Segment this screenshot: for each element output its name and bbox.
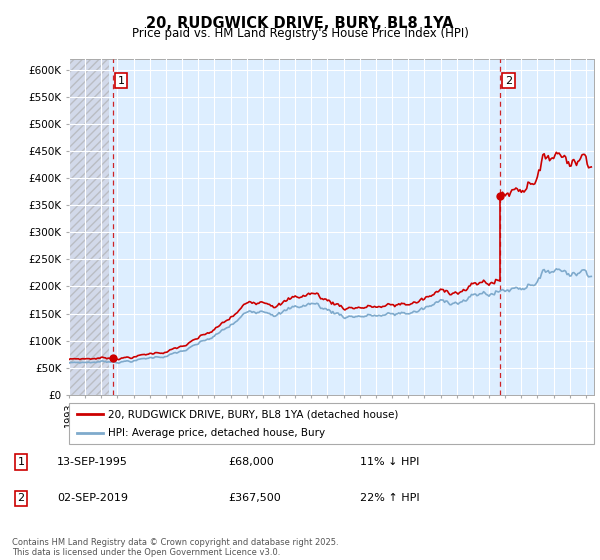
Text: 20, RUDGWICK DRIVE, BURY, BL8 1YA (detached house): 20, RUDGWICK DRIVE, BURY, BL8 1YA (detac… (109, 409, 399, 419)
Text: 11% ↓ HPI: 11% ↓ HPI (360, 457, 419, 467)
Text: 2: 2 (505, 76, 512, 86)
Text: 13-SEP-1995: 13-SEP-1995 (57, 457, 128, 467)
Text: 1: 1 (118, 76, 124, 86)
Text: £367,500: £367,500 (228, 493, 281, 503)
Text: Contains HM Land Registry data © Crown copyright and database right 2025.
This d: Contains HM Land Registry data © Crown c… (12, 538, 338, 557)
Text: Price paid vs. HM Land Registry's House Price Index (HPI): Price paid vs. HM Land Registry's House … (131, 27, 469, 40)
Text: 20, RUDGWICK DRIVE, BURY, BL8 1YA: 20, RUDGWICK DRIVE, BURY, BL8 1YA (146, 16, 454, 31)
Text: 2: 2 (17, 493, 25, 503)
Text: 02-SEP-2019: 02-SEP-2019 (57, 493, 128, 503)
Text: HPI: Average price, detached house, Bury: HPI: Average price, detached house, Bury (109, 428, 325, 438)
Text: £68,000: £68,000 (228, 457, 274, 467)
FancyBboxPatch shape (69, 403, 594, 444)
Text: 1: 1 (17, 457, 25, 467)
Text: 22% ↑ HPI: 22% ↑ HPI (360, 493, 419, 503)
